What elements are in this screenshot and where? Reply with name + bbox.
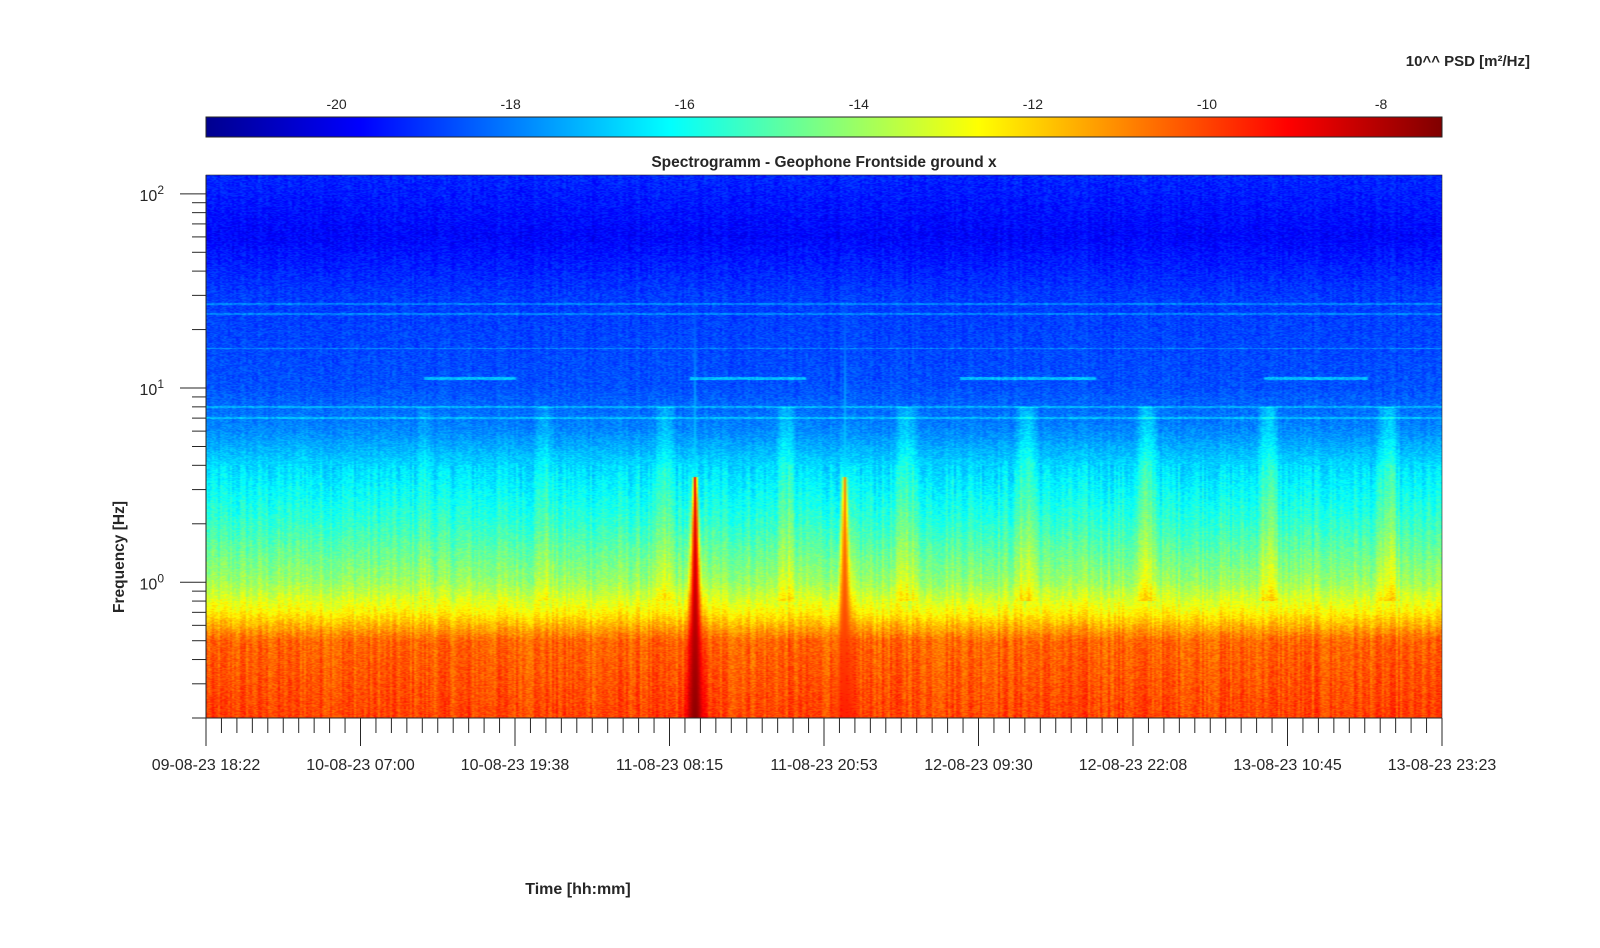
colorbar-label: 10^^ PSD [m²/Hz] bbox=[1406, 53, 1530, 70]
y-axis: 100 101 102 bbox=[140, 175, 207, 719]
chart-title: Spectrogramm - Geophone Frontside ground… bbox=[651, 154, 997, 171]
x-axis-label: Time [hh:mm] bbox=[525, 881, 630, 898]
x-axis: 09-08-23 18:22 10-08-23 07:00 10-08-23 19:… bbox=[152, 717, 1497, 774]
spectrogram-heatmap bbox=[206, 175, 1442, 718]
x-tick-label: 11-08-23 20:53 bbox=[770, 757, 877, 774]
y-axis-label: Frequency [Hz] bbox=[111, 501, 128, 613]
colorbar-tick-label: -18 bbox=[501, 96, 521, 112]
colorbar-tick-label: -12 bbox=[1023, 96, 1043, 112]
colorbar-tick-label: -8 bbox=[1375, 96, 1388, 112]
x-tick-label: 12-08-23 09:30 bbox=[924, 757, 1033, 774]
x-tick-label: 10-08-23 19:38 bbox=[461, 757, 570, 774]
y-tick-label: 102 bbox=[140, 183, 165, 205]
colorbar bbox=[205, 116, 1443, 138]
colorbar-tick-label: -16 bbox=[675, 96, 695, 112]
colorbar-tick-label: -14 bbox=[849, 96, 869, 112]
x-tick-label: 12-08-23 22:08 bbox=[1079, 757, 1188, 774]
y-tick-label: 101 bbox=[140, 377, 165, 399]
y-tick-label: 100 bbox=[140, 571, 165, 593]
x-tick-label: 11-08-23 08:15 bbox=[616, 757, 723, 774]
x-tick-label: 09-08-23 18:22 bbox=[152, 757, 261, 774]
x-tick-label: 10-08-23 07:00 bbox=[306, 757, 415, 774]
colorbar-tick-label: -10 bbox=[1197, 96, 1217, 112]
colorbar-ticks: -20 -18 -16 -14 -12 -10 -8 bbox=[326, 96, 1388, 127]
x-tick-label: 13-08-23 10:45 bbox=[1233, 757, 1342, 774]
colorbar-tick-label: -20 bbox=[326, 96, 346, 112]
x-tick-label: 13-08-23 23:23 bbox=[1388, 757, 1497, 774]
